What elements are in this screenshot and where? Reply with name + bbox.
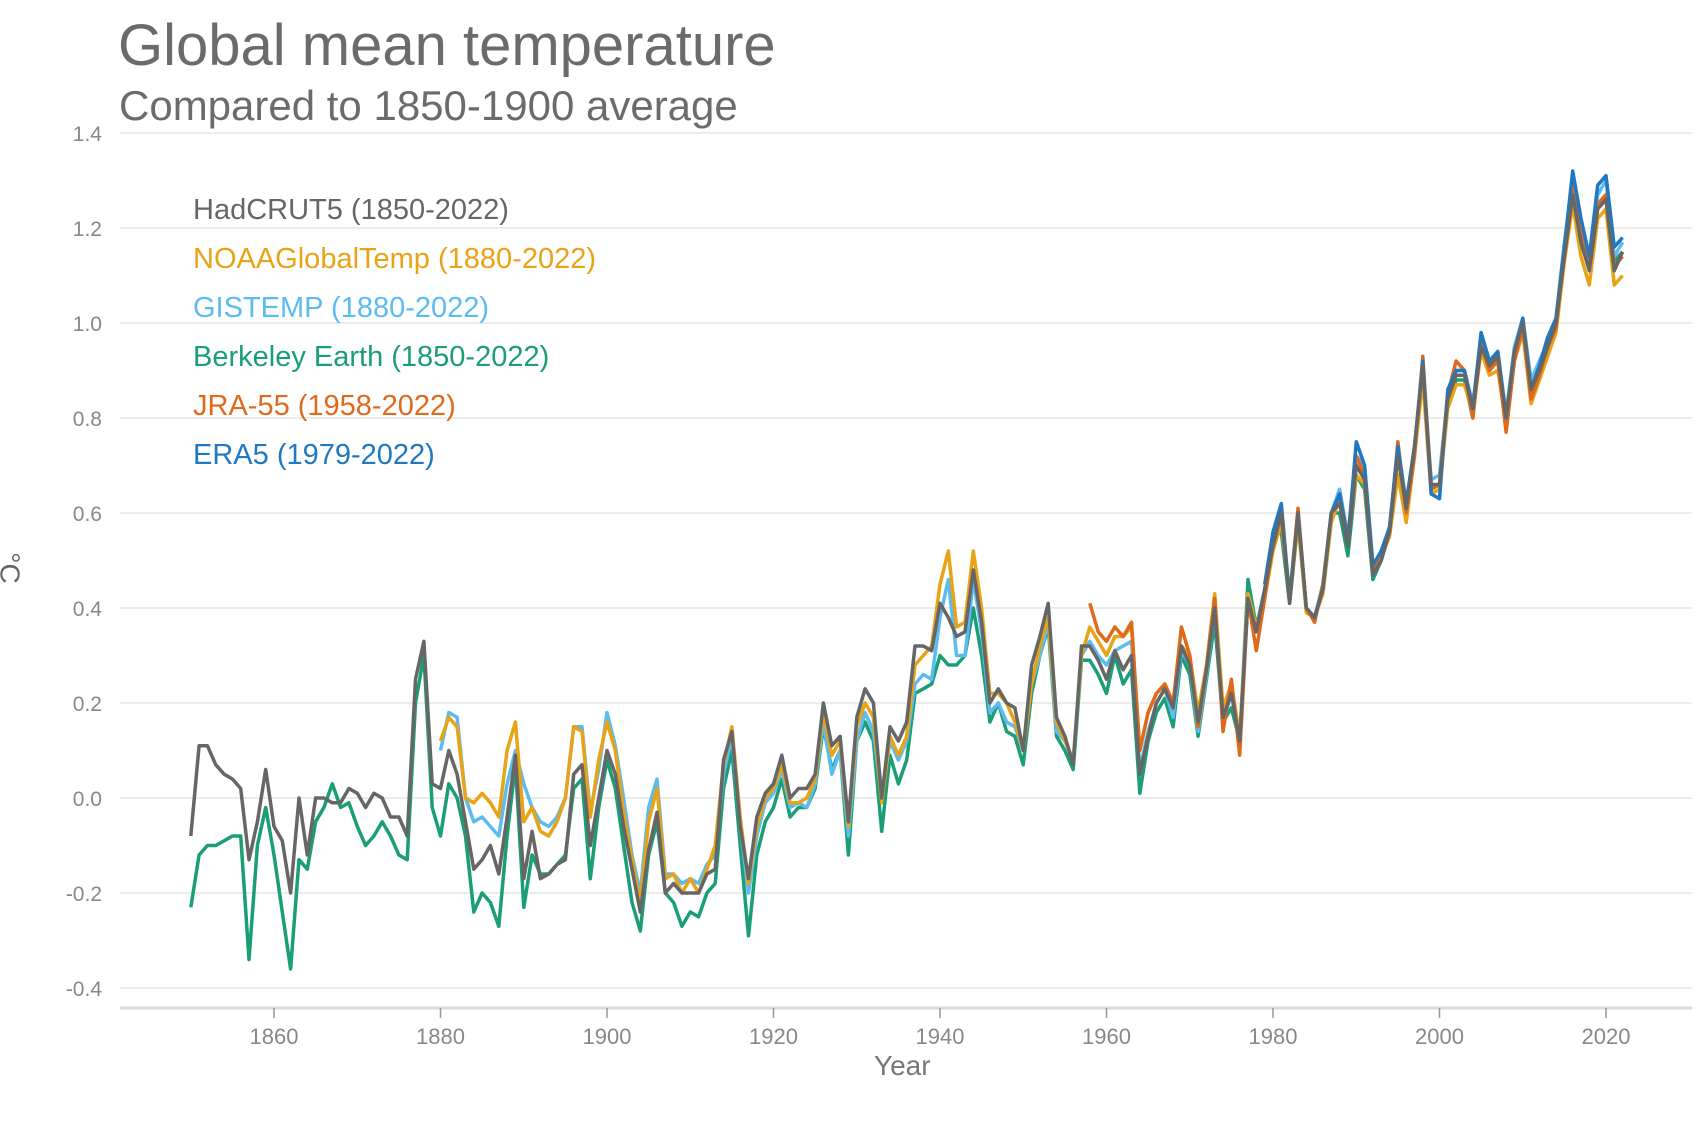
x-axis-label: Year bbox=[874, 1050, 931, 1081]
y-tick-label: -0.2 bbox=[66, 883, 102, 906]
x-tick-label: 2020 bbox=[1582, 1024, 1631, 1049]
y-tick-label: 1.2 bbox=[73, 218, 102, 241]
series-lines bbox=[189, 169, 1625, 971]
legend-item-gistemp: GISTEMP (1880-2022) bbox=[193, 292, 490, 324]
x-tick-label: 1860 bbox=[250, 1024, 299, 1049]
x-axis: 1860 1880 1900 1920 1940 1960 1980 2000 2020 bbox=[120, 1006, 1692, 1049]
chart-title: Global mean temperature bbox=[118, 13, 776, 78]
x-tick-label: 1880 bbox=[416, 1024, 465, 1049]
legend: HadCRUT5 (1850-2022) NOAAGlobalTemp (188… bbox=[193, 190, 596, 484]
y-tick-label: 1.4 bbox=[73, 123, 103, 146]
y-axis-label: °C bbox=[0, 552, 26, 584]
series-line-hadcrut5 bbox=[189, 192, 1625, 914]
x-tick-label: 1980 bbox=[1249, 1024, 1298, 1049]
chart-subtitle: Compared to 1850-1900 average bbox=[119, 82, 738, 129]
x-tick-label: 2000 bbox=[1415, 1024, 1464, 1049]
x-tick-label: 1940 bbox=[916, 1024, 965, 1049]
x-tick-label: 1920 bbox=[749, 1024, 798, 1049]
legend-item-era5: ERA5 (1979-2022) bbox=[193, 439, 435, 471]
legend-item-noaaglobaltemp: NOAAGlobalTemp (1880-2022) bbox=[193, 243, 596, 275]
legend-item-berkeley-earth: Berkeley Earth (1850-2022) bbox=[193, 341, 550, 373]
x-tick-label: 1960 bbox=[1082, 1024, 1131, 1049]
y-tick-label: 0.0 bbox=[73, 788, 102, 811]
legend-item-hadcrut5: HadCRUT5 (1850-2022) bbox=[193, 194, 509, 226]
y-tick-label: 0.2 bbox=[73, 693, 102, 716]
y-tick-label: 0.8 bbox=[73, 408, 102, 431]
y-tick-label: 1.0 bbox=[73, 313, 102, 336]
y-axis-ticks: -0.4 -0.2 0.0 0.2 0.4 0.6 0.8 1.0 1.2 1.4 bbox=[66, 123, 103, 1001]
y-tick-label: -0.4 bbox=[66, 978, 103, 1001]
x-tick-label: 1900 bbox=[583, 1024, 632, 1049]
y-tick-label: 0.6 bbox=[73, 503, 102, 526]
y-tick-label: 0.4 bbox=[73, 598, 103, 621]
legend-item-jra55: JRA-55 (1958-2022) bbox=[193, 390, 456, 422]
